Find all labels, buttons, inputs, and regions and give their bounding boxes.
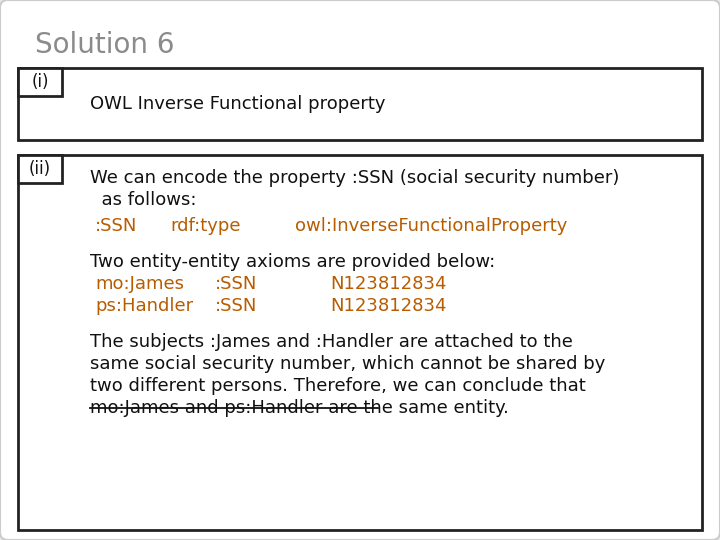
Text: (ii): (ii) [29, 160, 51, 178]
Text: mo:James: mo:James [95, 275, 184, 293]
Bar [18, 68, 702, 140]
Text: Solution 6: Solution 6 [35, 31, 174, 59]
Text: as follows:: as follows: [90, 191, 197, 209]
Text: ps:Handler: ps:Handler [95, 297, 193, 315]
Text: :SSN: :SSN [215, 275, 257, 293]
Text: same social security number, which cannot be shared by: same social security number, which canno… [90, 355, 606, 373]
Text: N123812834: N123812834 [330, 297, 446, 315]
Text: The subjects :James and :Handler are attached to the: The subjects :James and :Handler are att… [90, 333, 573, 351]
Bar [18, 155, 62, 183]
Text: mo:James and ps:Handler are the same entity.: mo:James and ps:Handler are the same ent… [90, 399, 509, 417]
Bar [18, 68, 62, 96]
Text: OWL Inverse Functional property: OWL Inverse Functional property [90, 95, 385, 113]
Text: (i): (i) [31, 73, 49, 91]
Text: two different persons. Therefore, we can conclude that: two different persons. Therefore, we can… [90, 377, 586, 395]
Text: rdf:type: rdf:type [170, 217, 240, 235]
Text: We can encode the property :SSN (social security number): We can encode the property :SSN (social … [90, 169, 619, 187]
Text: N123812834: N123812834 [330, 275, 446, 293]
Text: owl:InverseFunctionalProperty: owl:InverseFunctionalProperty [295, 217, 567, 235]
Bar [18, 155, 702, 530]
Text: Two entity-entity axioms are provided below:: Two entity-entity axioms are provided be… [90, 253, 495, 271]
Text: :SSN: :SSN [95, 217, 138, 235]
Text: :SSN: :SSN [215, 297, 257, 315]
